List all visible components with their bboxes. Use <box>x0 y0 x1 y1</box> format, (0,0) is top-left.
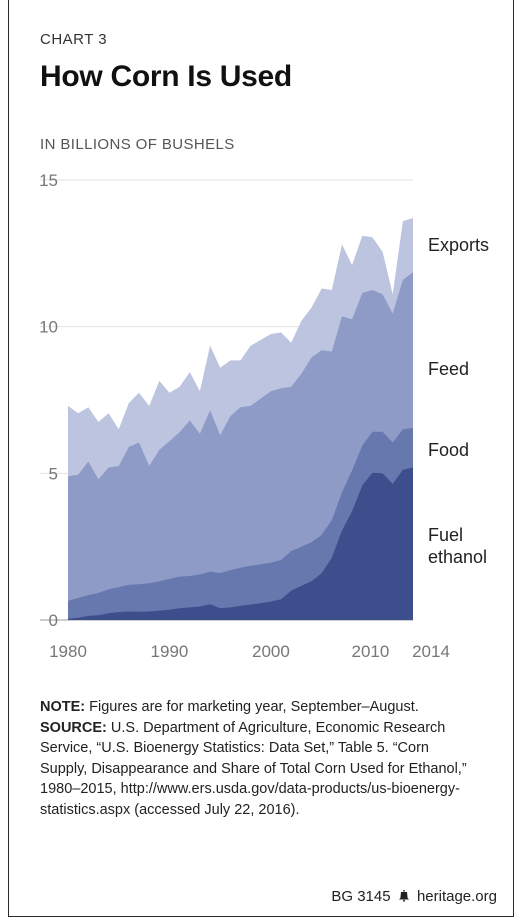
report-id: BG 3145 <box>331 888 391 905</box>
x-tick-label: 2014 <box>412 642 450 661</box>
y-tick-label: 0 <box>49 611 58 630</box>
note-label: NOTE: <box>40 699 86 715</box>
series-label-feed: Feed <box>428 359 469 379</box>
x-tick-label: 2010 <box>351 642 389 661</box>
y-tick-label: 10 <box>39 318 58 337</box>
chart-kicker: CHART 3 <box>40 31 108 48</box>
x-tick-label: 1990 <box>151 642 189 661</box>
liberty-bell-icon <box>398 890 409 902</box>
stacked-area-chart: 0 5 10 15 1980 1990 2000 2010 2014 Exports Feed… <box>39 171 489 661</box>
x-axis-ticks: 1980 1990 2000 2010 2014 <box>49 642 450 661</box>
source-text: U.S. Department of Agriculture, Economic… <box>40 719 467 818</box>
units-label: IN BILLIONS OF BUSHELS <box>40 136 235 153</box>
footer: BG 3145 heritage.org <box>331 888 497 905</box>
note-block: NOTE: Figures are for marketing year, Se… <box>40 697 480 820</box>
series-label-exports: Exports <box>428 235 489 255</box>
series-label-fuel: Fuel <box>428 525 463 545</box>
y-axis-ticks: 0 5 10 15 <box>39 171 58 630</box>
note-text: Figures are for marketing year, Septembe… <box>85 699 419 715</box>
series-label-ethanol: ethanol <box>428 547 487 567</box>
x-tick-label: 2000 <box>252 642 290 661</box>
heritage-link[interactable]: heritage.org <box>416 888 497 905</box>
y-tick-label: 5 <box>49 464 58 483</box>
source-label: SOURCE: <box>40 719 107 736</box>
series-areas <box>68 218 413 620</box>
series-label-food: Food <box>428 440 469 460</box>
area-fuel-ethanol <box>68 467 413 620</box>
y-tick-label: 15 <box>39 171 58 190</box>
chart-title: How Corn Is Used <box>40 60 292 93</box>
x-tick-label: 1980 <box>49 642 87 661</box>
series-labels: Exports Feed Food Fuel ethanol <box>428 235 489 567</box>
